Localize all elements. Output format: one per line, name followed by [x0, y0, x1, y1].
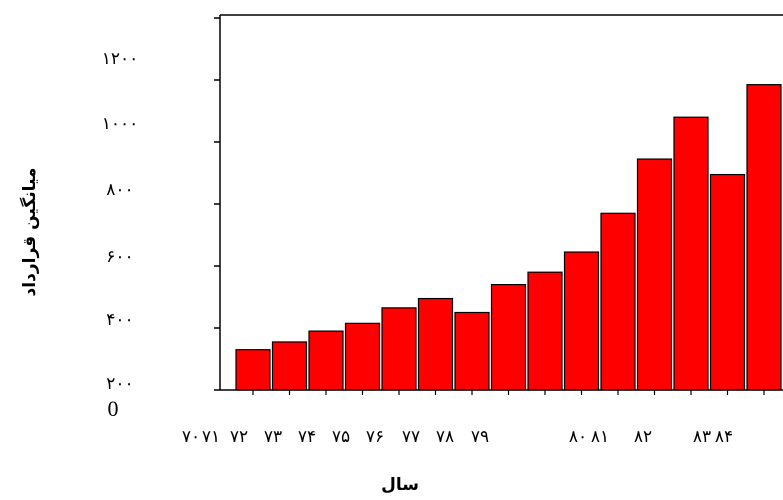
bar-12: [673, 116, 709, 391]
y-tick-label-600: ۶۰۰: [106, 247, 133, 267]
bar-13: [709, 173, 746, 391]
y-zero-label: 0: [108, 396, 119, 421]
y-tick-label-400: ۴۰۰: [106, 310, 133, 330]
y-tick-label-1200: ۱۲۰۰: [102, 49, 139, 69]
bar-0: [235, 349, 271, 391]
bar-1: [271, 341, 308, 391]
bar-14: [746, 84, 782, 391]
bar-4: [381, 307, 417, 391]
x-tick-label-78: ۷۸: [436, 427, 454, 447]
x-axis-title: سال: [381, 475, 419, 495]
bar-5: [417, 297, 454, 391]
x-tick-label-81: ۸۱: [591, 427, 609, 447]
bar-10: [600, 212, 636, 391]
y-tick-label-800: ۸۰۰: [106, 180, 133, 200]
bar-8: [527, 271, 563, 391]
bar-2: [308, 330, 344, 391]
x-tick-label-84: ۸۴: [715, 427, 733, 447]
x-tick-label-79: ۷۹: [471, 427, 489, 447]
y-axis-ticks: [214, 17, 220, 391]
bar-6: [454, 311, 490, 391]
bar-3: [344, 322, 381, 391]
x-tick-label-75: ۷۵: [332, 427, 350, 447]
bar-11: [636, 158, 673, 391]
x-tick-label-72: ۷۲: [230, 427, 248, 447]
x-tick-label-73: ۷۳: [264, 427, 282, 447]
bar-9: [563, 251, 600, 391]
x-tick-label-82: ۸۲: [634, 427, 652, 447]
bar-7: [490, 284, 527, 391]
x-tick-label-80: ۸۰: [569, 427, 587, 447]
y-tick-label-200: ۲۰۰: [106, 374, 133, 394]
x-tick-label-76: ۷۶: [366, 427, 384, 447]
bars-group: [235, 84, 782, 395]
y-axis-title: میانگین قرارداد: [19, 168, 40, 297]
x-tick-label-77: ۷۷: [402, 427, 420, 447]
y-tick-label-1000: ۱۰۰۰: [102, 114, 139, 134]
x-tick-label-74: ۷۴: [298, 427, 316, 447]
x-tick-label-70: ۷۰: [182, 427, 200, 447]
x-tick-label-71: ۷۱: [202, 427, 220, 447]
x-tick-label-83: ۸۳: [693, 427, 711, 447]
